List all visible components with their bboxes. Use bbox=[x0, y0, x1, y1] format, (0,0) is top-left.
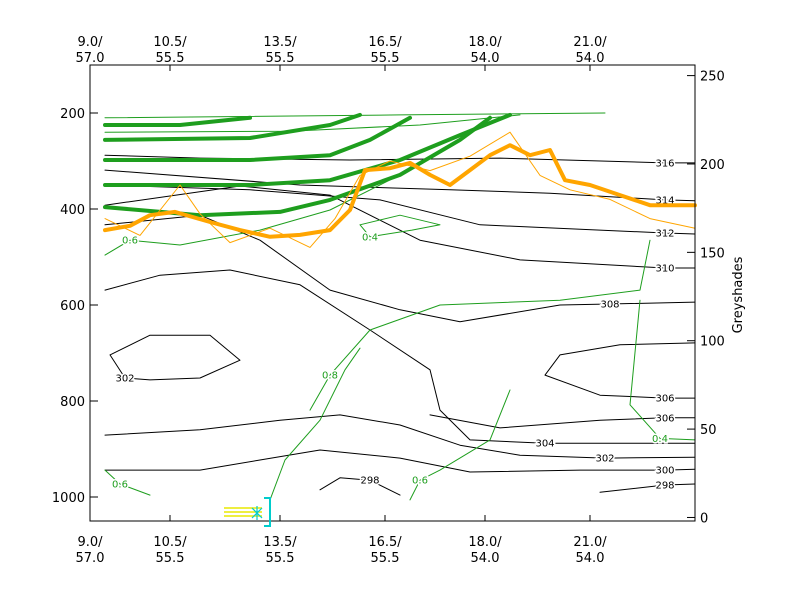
contour-line bbox=[104, 414, 696, 459]
y-tick-label: 1000 bbox=[52, 491, 85, 506]
contour-label: 0.4 bbox=[362, 232, 378, 243]
thick-line bbox=[103, 112, 362, 142]
x-tick-label: 13.5/55.5 bbox=[263, 535, 297, 566]
thick-line bbox=[103, 115, 492, 218]
contour-line bbox=[109, 334, 241, 381]
contour-label: 300 bbox=[655, 466, 674, 477]
y-tick-label: 800 bbox=[60, 395, 85, 410]
x-tick-label: 16.5/55.5 bbox=[368, 535, 402, 566]
x-tick-label: 18.0/54.0 bbox=[468, 535, 502, 566]
marker-bracket bbox=[264, 497, 271, 527]
contour-line bbox=[104, 269, 696, 444]
contour-label: 310 bbox=[655, 264, 674, 275]
plot-frame bbox=[89, 64, 696, 522]
contour-line bbox=[599, 483, 696, 493]
contour-line bbox=[309, 239, 651, 411]
contour-label: 0.6 bbox=[112, 480, 128, 491]
contour-line bbox=[104, 112, 606, 119]
contour-line bbox=[269, 347, 361, 501]
x-tick-label: 13.5/55.5 bbox=[263, 35, 297, 66]
y2-tick-label: 100 bbox=[700, 335, 725, 350]
contour-label: 302 bbox=[595, 454, 614, 465]
thick-line bbox=[103, 143, 697, 239]
contour-label: 0.6 bbox=[122, 236, 138, 247]
contour-line bbox=[104, 174, 401, 256]
y2-tick-label: 0 bbox=[700, 511, 708, 526]
contour-label: 316 bbox=[655, 158, 674, 169]
x-tick-label: 18.0/54.0 bbox=[468, 35, 502, 66]
contour-line bbox=[104, 184, 696, 235]
contour-label: 306 bbox=[655, 394, 674, 405]
contour-label: 302 bbox=[115, 373, 134, 384]
contour-line bbox=[629, 299, 696, 441]
x-tick-label: 21.0/54.0 bbox=[573, 535, 607, 566]
y2-tick-label: 200 bbox=[700, 158, 725, 173]
thick-line bbox=[103, 115, 252, 127]
thick-line bbox=[103, 115, 412, 162]
x-tick-label: 16.5/55.5 bbox=[368, 35, 402, 66]
y2-axis-label: Greyshades bbox=[731, 256, 746, 333]
contour-line bbox=[409, 389, 511, 501]
contour-label: 298 bbox=[655, 481, 674, 492]
contour-label: 308 bbox=[600, 300, 619, 311]
contour-label: 0.8 bbox=[322, 371, 338, 382]
y2-tick-label: 250 bbox=[700, 70, 725, 85]
y2-tick-label: 50 bbox=[700, 423, 717, 438]
contour-line bbox=[359, 214, 441, 238]
contour-label: 306 bbox=[655, 413, 674, 424]
y2-tick-label: 150 bbox=[700, 246, 725, 261]
y-tick-label: 200 bbox=[60, 107, 85, 122]
contour-label: 298 bbox=[360, 476, 379, 487]
y-tick-label: 600 bbox=[60, 299, 85, 314]
contour-label: 304 bbox=[535, 439, 554, 450]
contour-line bbox=[429, 414, 696, 429]
contour-label: 0.6 bbox=[412, 476, 428, 487]
x-tick-label: 21.0/54.0 bbox=[573, 35, 607, 66]
contour-line bbox=[319, 477, 401, 496]
contour-line bbox=[544, 342, 696, 399]
x-tick-label: 9.0/57.0 bbox=[76, 535, 105, 566]
x-tick-label: 9.0/57.0 bbox=[76, 35, 105, 66]
contour-label: 312 bbox=[655, 229, 674, 240]
contour-label: 0.4 bbox=[652, 434, 668, 445]
marker-star bbox=[251, 506, 263, 520]
contour-line bbox=[104, 449, 696, 473]
contour-line bbox=[104, 114, 521, 133]
x-tick-label: 10.5/55.5 bbox=[153, 535, 187, 566]
marker-symbol bbox=[224, 497, 271, 527]
y-tick-label: 400 bbox=[60, 203, 85, 218]
x-tick-label: 10.5/55.5 bbox=[153, 35, 187, 66]
contour-line bbox=[104, 469, 151, 496]
